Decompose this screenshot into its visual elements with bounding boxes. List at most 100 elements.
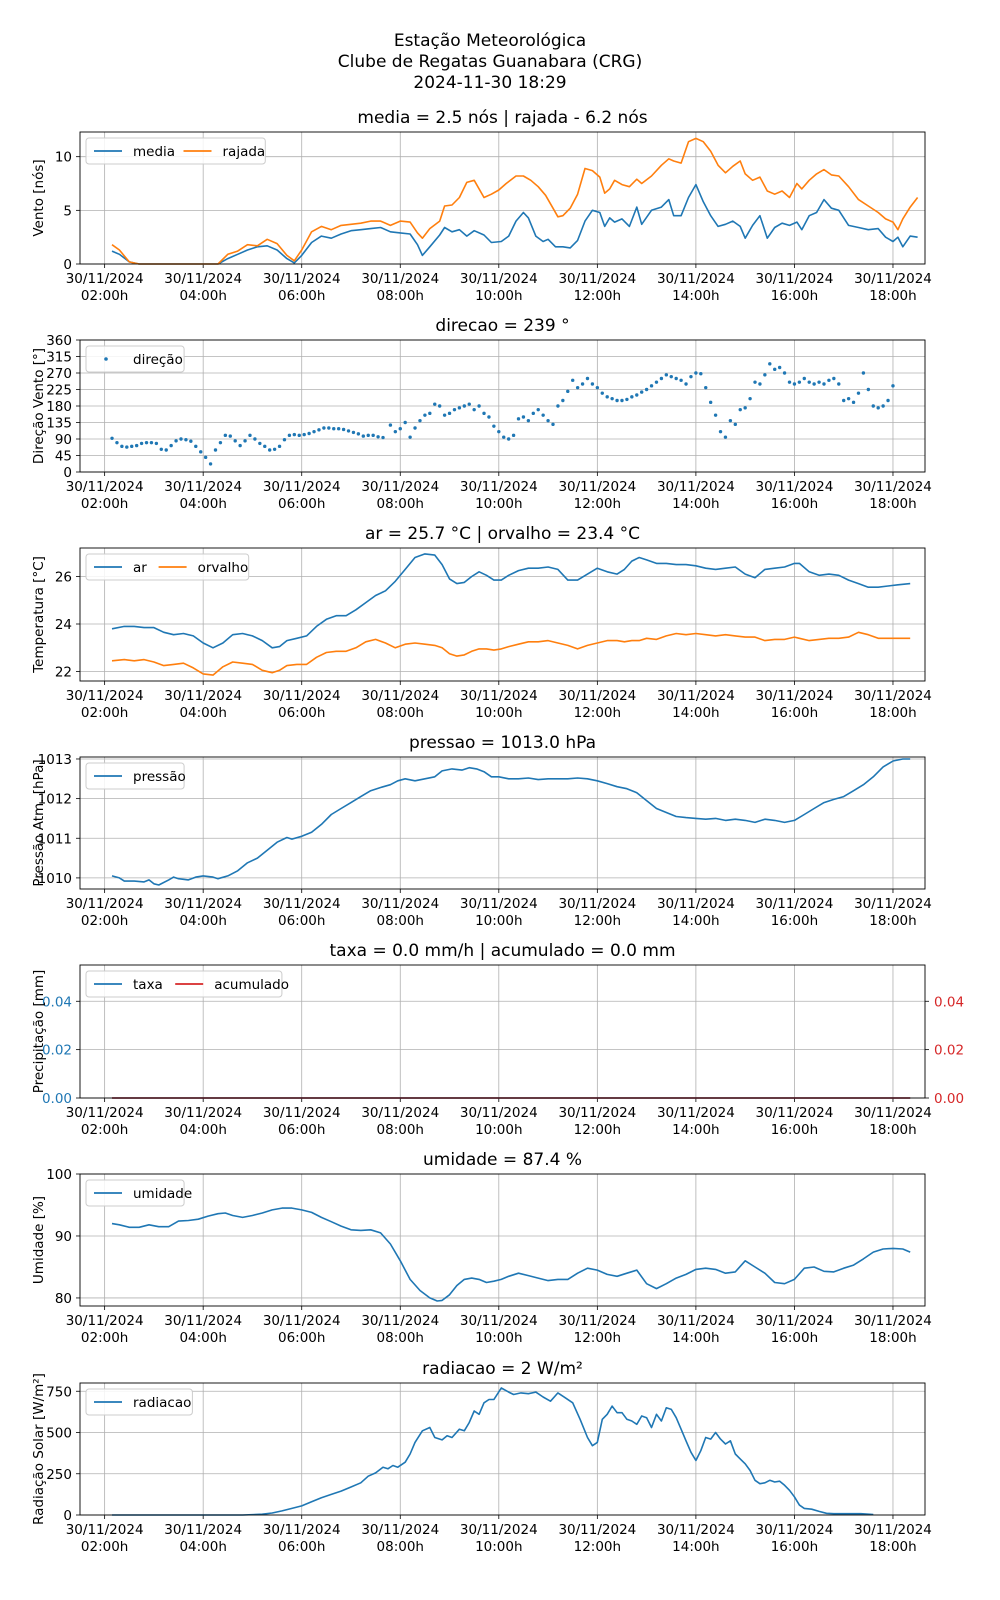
x-tick-label-time: 04:00h	[179, 288, 226, 304]
data-point	[699, 372, 703, 376]
x-tick-label-date: 30/11/2024	[558, 688, 636, 704]
data-point	[832, 376, 836, 381]
series-direção-points	[110, 362, 895, 466]
y-tick-label: 225	[46, 383, 72, 399]
data-point	[442, 413, 447, 417]
x-tick-label-time: 06:00h	[278, 913, 325, 929]
x-tick-label-date: 30/11/2024	[558, 896, 636, 912]
station-timestamp: 2024-11-30 18:29	[413, 73, 566, 93]
data-point	[817, 380, 821, 384]
x-tick-label-time: 02:00h	[81, 913, 128, 929]
x-tick-label-date: 30/11/2024	[164, 688, 242, 704]
y-tick-label: 750	[46, 1384, 72, 1400]
data-point	[689, 374, 693, 379]
x-tick-label-date: 30/11/2024	[854, 1313, 932, 1329]
x-tick-label-time: 12:00h	[574, 913, 621, 929]
x-tick-label-time: 18:00h	[869, 496, 916, 512]
data-point	[595, 385, 600, 390]
chart-panel-7: radiacao = 2 W/m² 30/11/2024 02:00h 30/11/2…	[31, 1359, 932, 1555]
y-tick-label: 90	[55, 1229, 72, 1245]
y-tick-label: 0	[63, 1508, 72, 1524]
y-axis-label: Umidade [%]	[31, 1196, 47, 1284]
data-point	[758, 382, 762, 386]
x-tick-label-date: 30/11/2024	[263, 1313, 341, 1329]
data-point	[521, 415, 526, 419]
data-point	[243, 439, 247, 443]
x-tick-label-date: 30/11/2024	[756, 1313, 834, 1329]
data-point	[846, 396, 851, 401]
data-point	[694, 371, 698, 375]
y-tick-label: 45	[55, 449, 72, 465]
x-tick-label-date: 30/11/2024	[558, 1522, 636, 1538]
axes-frame	[79, 1382, 926, 1516]
data-point	[179, 437, 183, 441]
data-point	[322, 426, 326, 430]
x-tick-label-date: 30/11/2024	[854, 479, 932, 495]
x-tick-label-date: 30/11/2024	[361, 1522, 439, 1538]
x-tick-label-date: 30/11/2024	[66, 271, 144, 287]
data-point	[125, 445, 129, 449]
x-tick-label-date: 30/11/2024	[756, 1105, 834, 1121]
y-tick-label: 5	[63, 203, 72, 219]
y-tick-label: 22	[55, 665, 72, 681]
data-point	[497, 429, 501, 434]
data-point	[423, 413, 427, 417]
data-point	[263, 444, 267, 449]
x-tick-label-time: 06:00h	[278, 1122, 325, 1138]
data-point	[891, 384, 895, 388]
data-point	[526, 418, 531, 423]
x-tick-label-time: 16:00h	[771, 496, 818, 512]
data-point	[452, 407, 457, 412]
x-tick-label-date: 30/11/2024	[361, 1313, 439, 1329]
x-tick-label-date: 30/11/2024	[164, 1105, 242, 1121]
data-point	[120, 444, 124, 449]
legend-label: radiacao	[133, 1395, 191, 1411]
chart-title: pressao = 1013.0 hPa	[409, 733, 596, 753]
x-tick-label-date: 30/11/2024	[657, 1105, 735, 1121]
y-tick-label: 1011	[38, 831, 72, 847]
data-point	[194, 444, 198, 449]
data-point	[610, 396, 614, 401]
x-tick-label-time: 02:00h	[81, 1539, 128, 1555]
chart-title: radiacao = 2 W/m²	[422, 1359, 583, 1379]
x-tick-label-date: 30/11/2024	[263, 688, 341, 704]
data-point	[159, 447, 163, 451]
chart-legend: taxa acumulado	[85, 970, 289, 998]
data-point	[551, 422, 555, 427]
legend-box	[85, 762, 185, 790]
data-point	[233, 439, 237, 443]
x-tick-label-date: 30/11/2024	[164, 896, 242, 912]
x-tick-label-time: 04:00h	[179, 1330, 226, 1346]
x-tick-label-time: 16:00h	[771, 1539, 818, 1555]
data-point	[302, 432, 306, 437]
x-tick-label-time: 10:00h	[475, 496, 522, 512]
data-point	[130, 444, 134, 449]
x-tick-label-time: 18:00h	[869, 705, 916, 721]
chart-legend: direção	[85, 345, 185, 373]
data-point	[149, 440, 154, 445]
chart-title: taxa = 0.0 mm/h | acumulado = 0.0 mm	[329, 941, 675, 961]
x-tick-label-date: 30/11/2024	[361, 1105, 439, 1121]
data-point	[467, 402, 471, 406]
x-tick-label-time: 10:00h	[475, 288, 522, 304]
data-point	[371, 433, 375, 438]
x-tick-label-date: 30/11/2024	[657, 1313, 735, 1329]
data-point	[664, 373, 669, 377]
data-point	[398, 427, 402, 431]
axes-frame	[79, 1173, 926, 1307]
data-point	[881, 404, 885, 408]
y-axis-label: Precipitação [mm]	[31, 970, 47, 1094]
series-line-umidade	[111, 1207, 911, 1302]
axes-frame	[79, 547, 926, 682]
x-tick-label-date: 30/11/2024	[66, 688, 144, 704]
chart-title: media = 2.5 nós | rajada - 6.2 nós	[357, 108, 647, 128]
chart-panel-4: pressao = 1013.0 hPa 30/11/2024 02:00h 30/1…	[31, 733, 932, 929]
data-point	[782, 371, 787, 375]
data-point	[408, 435, 412, 439]
x-tick-label-time: 12:00h	[574, 496, 621, 512]
series-line-radiacao	[112, 1387, 874, 1516]
data-point	[777, 365, 782, 370]
data-point	[556, 404, 560, 408]
data-point	[733, 422, 738, 427]
data-point	[837, 382, 841, 386]
